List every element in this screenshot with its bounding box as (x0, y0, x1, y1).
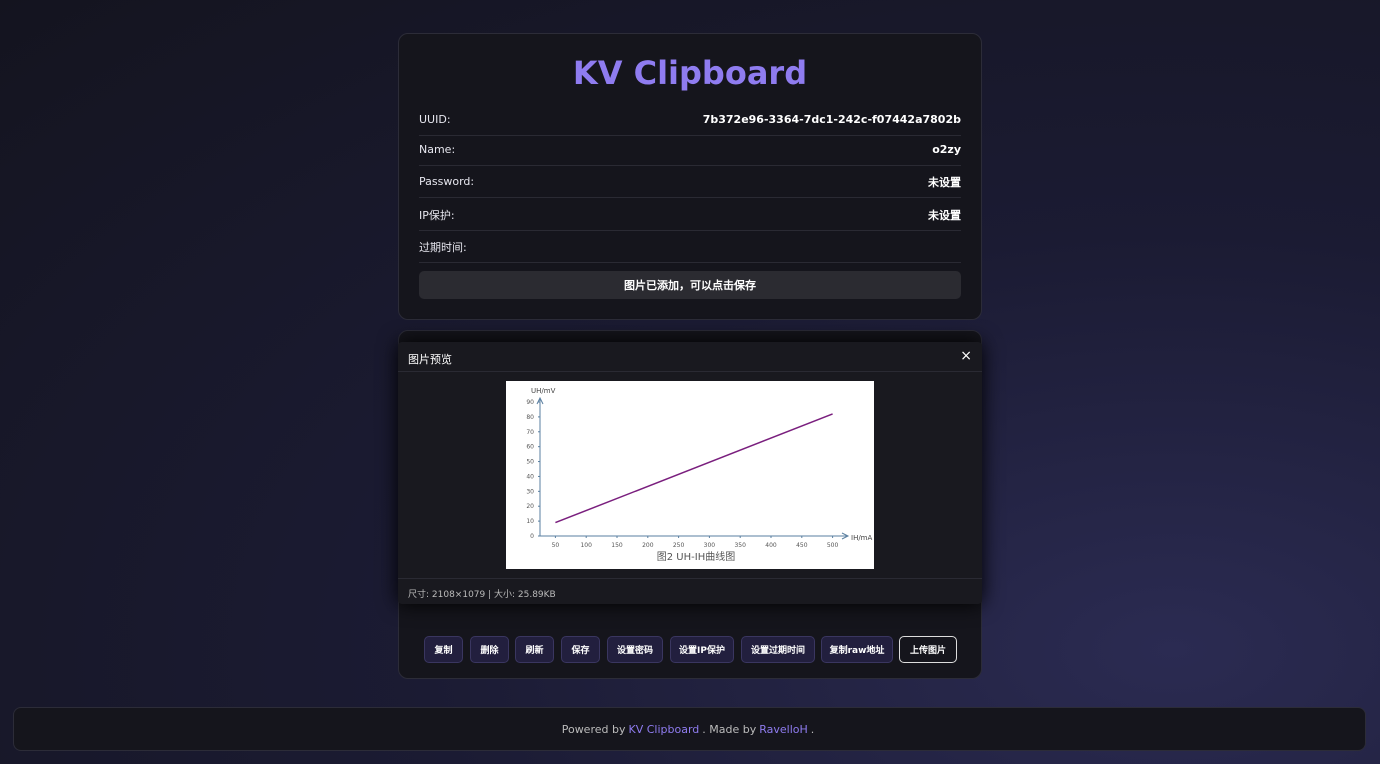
footer-text: . (810, 722, 815, 736)
footer-link[interactable]: RavelloH (759, 722, 808, 736)
x-tick-label: 200 (642, 542, 654, 549)
info-row: Name: o2zy (419, 134, 961, 166)
row-value: 7b372e96-3364-7dc1-242c-f07442a7802b (702, 113, 961, 126)
info-row: UUID: 7b372e96-3364-7dc1-242c-f07442a7802… (419, 104, 961, 136)
data-line (555, 413, 833, 524)
row-label: IP保护: (419, 208, 455, 222)
row-value: o2zy (932, 143, 961, 156)
row-label: Password: (419, 175, 475, 188)
action-button[interactable]: 设置IP保护 (670, 636, 734, 663)
divider (398, 578, 982, 579)
y-tick-label: 0 (530, 533, 534, 540)
x-tick-label: 450 (796, 542, 808, 549)
row-label: 过期时间: (419, 240, 467, 254)
x-tick-label: 250 (673, 542, 685, 549)
chart-caption: 图2 UH-IH曲线图 (657, 550, 735, 563)
title: KV Clipboard (572, 54, 808, 92)
info-row: Password: 未设置 (419, 166, 961, 198)
y-axis-label: UH/mV (531, 387, 556, 395)
row-label: Name: (419, 143, 456, 156)
action-button[interactable]: 设置过期时间 (741, 636, 815, 663)
preview-image: 0 10 20 30 40 50 60 70 80 90 50 100 150 200 250 300 350 4… (506, 381, 874, 569)
y-tick-label: 30 (526, 488, 534, 495)
row-label: UUID: (419, 113, 451, 126)
image-meta: 尺寸: 2108×1079 | 大小: 25.89KB (408, 590, 556, 600)
action-button[interactable]: 保存 (561, 636, 600, 663)
x-tick-label: 100 (580, 542, 592, 549)
preview-modal: 图片预览 × 0 10 20 30 40 50 60 70 80 90 50 100 150 200 250… (398, 342, 982, 604)
y-tick-label: 50 (526, 459, 534, 466)
action-button[interactable]: 复制 (424, 636, 463, 663)
y-tick-label: 40 (526, 473, 534, 480)
y-tick-label: 90 (526, 399, 534, 406)
status[interactable]: 图片已添加，可以点击保存 (419, 271, 961, 299)
footer: Powered by KV Clipboard. Made by RavelloH. (13, 707, 1366, 751)
row-value: 未设置 (928, 175, 961, 189)
action-button[interactable]: 复制raw地址 (821, 636, 893, 663)
y-tick-label: 10 (526, 518, 534, 525)
x-tick-label: 500 (827, 542, 839, 549)
x-tick-label: 150 (611, 542, 623, 549)
divider (398, 371, 982, 372)
x-tick-label: 50 (552, 542, 560, 549)
x-tick-label: 300 (704, 542, 716, 549)
arrow (841, 532, 850, 540)
footer-text: Powered by (561, 722, 626, 736)
info-row: 过期时间: (419, 231, 961, 263)
row-value: 未设置 (928, 208, 961, 222)
preview-title: 图片预览 (408, 353, 452, 366)
y-tick-label: 80 (526, 414, 534, 421)
footer-link[interactable]: KV Clipboard (628, 722, 700, 736)
y-tick-label: 60 (526, 444, 534, 451)
y-tick-label: 70 (526, 429, 534, 436)
action-button[interactable]: 删除 (470, 636, 509, 663)
chart: 0 10 20 30 40 50 60 70 80 90 50 100 150 200 250 300 350 4… (526, 387, 873, 563)
info-row: IP保护: 未设置 (419, 199, 961, 231)
action-button[interactable]: 刷新 (515, 636, 554, 663)
info-card: KV Clipboard UUID: 7b372e96-3364-7dc1-242… (398, 33, 982, 320)
footer-text: . Made by (702, 722, 757, 736)
x-tick-label: 350 (734, 542, 746, 549)
close[interactable]: × (960, 348, 972, 364)
y-tick-label: 20 (526, 503, 534, 510)
x-tick-label: 400 (765, 542, 777, 549)
action-button[interactable]: 设置密码 (607, 636, 663, 663)
action-button[interactable]: 上传图片 (899, 636, 957, 663)
x-axis-label: IH/mA (851, 534, 873, 542)
